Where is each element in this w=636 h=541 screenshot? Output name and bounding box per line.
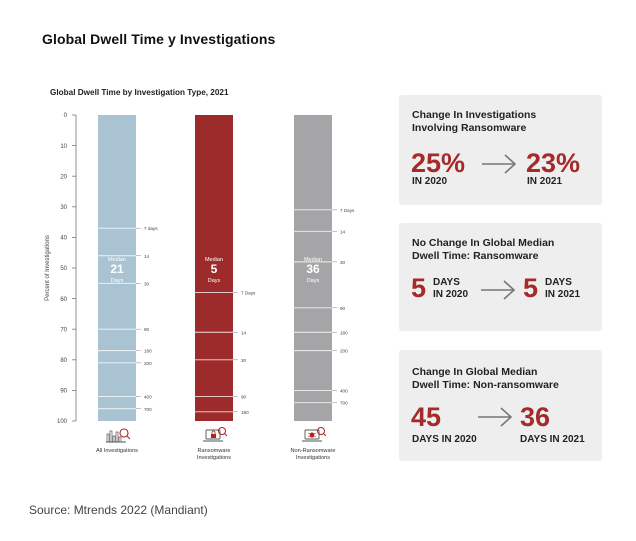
dwell-time-chart: Global Dwell Time by Investigation Type,…	[45, 88, 355, 461]
category-label: Investigations	[296, 455, 330, 461]
y-tick-label: 100	[57, 419, 68, 425]
threshold-label: 30	[144, 281, 150, 286]
median-label: Median	[108, 257, 126, 263]
y-tick-label: 30	[60, 205, 67, 211]
category-label: Non-Ransomware	[290, 448, 335, 454]
threshold-label: 400	[144, 395, 152, 400]
threshold-label: 14	[144, 254, 150, 259]
bar-all	[98, 115, 136, 421]
threshold-label: 30	[340, 260, 346, 265]
y-tick-label: 90	[60, 389, 67, 395]
label-2020-days: DAYS	[433, 277, 460, 288]
y-tick-label: 10	[60, 144, 67, 150]
value-2021: 36	[520, 402, 551, 432]
median-label: Median	[304, 257, 322, 263]
y-tick-label: 70	[60, 327, 67, 333]
median-unit: Days	[307, 278, 320, 284]
threshold-label: 90	[340, 306, 346, 311]
threshold-label: 700	[340, 401, 348, 406]
threshold-label: 200	[144, 361, 152, 366]
y-axis-label: Percent of Investigations	[45, 235, 51, 301]
chart-icon	[106, 428, 131, 443]
laptop-bug-icon	[302, 427, 327, 442]
threshold-label: 400	[340, 388, 348, 393]
threshold-label: 90	[144, 327, 150, 332]
y-tick-label: 20	[60, 174, 67, 180]
label-2021-year: IN 2021	[545, 289, 581, 300]
threshold-label: 200	[340, 349, 348, 354]
arrow-right-icon	[481, 280, 516, 300]
median-unit: Days	[111, 278, 124, 284]
panel-title-line: Involving Ransomware	[412, 122, 527, 134]
panel-ransomware-median: No Change In Global Median Dwell Time: R…	[399, 223, 602, 331]
y-tick-label: 60	[60, 297, 67, 303]
source-note: Source: Mtrends 2022 (Mandiant)	[29, 503, 208, 517]
y-tick-label: 50	[60, 266, 67, 272]
panel-title-line: Dwell Time: Non-ransomware	[412, 379, 559, 391]
value-2020: 25%	[411, 148, 466, 178]
threshold-label: 700	[144, 407, 152, 412]
label-2021-days: DAYS	[545, 277, 572, 288]
threshold-label: 180	[241, 410, 249, 415]
category-label: Ransomware	[198, 448, 231, 454]
threshold-label: 7 Days	[241, 290, 256, 295]
y-tick-label: 80	[60, 358, 67, 364]
median-value: 36	[306, 262, 320, 276]
label-2021: DAYS IN 2021	[520, 434, 585, 445]
median-unit: Days	[208, 278, 221, 284]
panel-title-line: Change In Investigations	[412, 109, 537, 121]
label-2020: IN 2020	[412, 176, 448, 187]
bar-ransomware	[195, 115, 233, 421]
panel-title-line: Dwell Time: Ransomware	[412, 250, 539, 262]
label-2020: DAYS IN 2020	[412, 434, 477, 445]
value-2020: 45	[411, 402, 442, 432]
panel-non-ransomware-median: Change In Global Median Dwell Time: Non-…	[399, 350, 602, 461]
threshold-label: 14	[340, 229, 346, 234]
value-2021: 23%	[526, 148, 581, 178]
bar-non_ransomware	[294, 115, 332, 421]
threshold-label: 90	[241, 395, 247, 400]
page-title: Global Dwell Time y Investigations	[42, 31, 276, 47]
threshold-label: 7 Days	[340, 208, 355, 213]
panel-title-line: Change In Global Median	[412, 366, 538, 378]
median-value: 21	[110, 262, 124, 276]
threshold-label: 180	[144, 349, 152, 354]
panel-ransomware-investigations: Change In Investigations Involving Ranso…	[399, 95, 602, 205]
category-label: Investigations	[197, 455, 231, 461]
y-tick-label: 0	[64, 113, 68, 119]
y-tick-label: 40	[60, 236, 67, 242]
label-2020-year: IN 2020	[433, 289, 469, 300]
laptop-lock-icon	[203, 427, 228, 442]
label-2021: IN 2021	[527, 176, 563, 187]
threshold-label: 14	[241, 330, 247, 335]
threshold-label: 7 days	[144, 226, 158, 231]
arrow-right-icon	[478, 407, 513, 427]
panel-title-line: No Change In Global Median	[412, 237, 555, 249]
arrow-right-icon	[482, 154, 517, 174]
value-2021: 5	[523, 273, 539, 303]
threshold-label: 30	[241, 358, 247, 363]
median-value: 5	[211, 262, 218, 276]
chart-title: Global Dwell Time by Investigation Type,…	[50, 88, 229, 97]
threshold-label: 180	[340, 330, 348, 335]
value-2020: 5	[411, 273, 427, 303]
median-label: Median	[205, 257, 223, 263]
category-label: All Investigations	[96, 448, 138, 454]
